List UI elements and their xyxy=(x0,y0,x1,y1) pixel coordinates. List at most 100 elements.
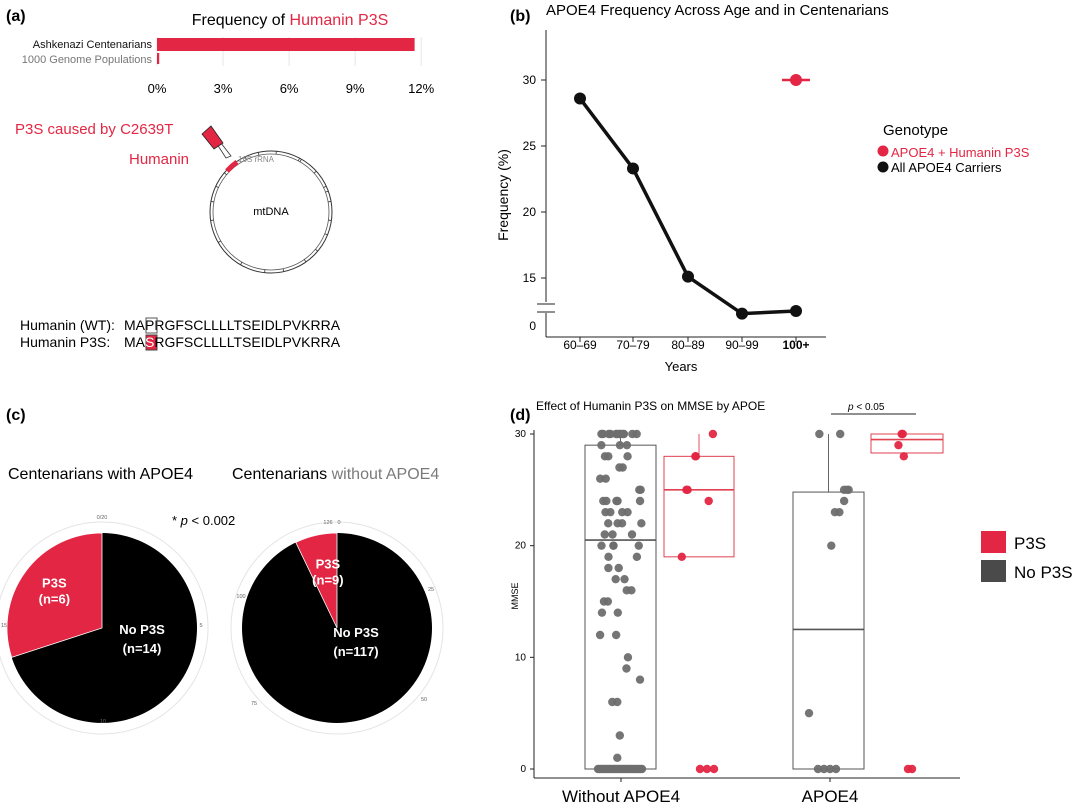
pie-ring-tick-label: 25 xyxy=(428,587,434,593)
legend-marker-apoe4-humanin xyxy=(877,145,889,157)
data-point xyxy=(615,731,625,740)
panel-a-title-prefix: Frequency of xyxy=(192,12,290,29)
pie1-title: Centenarians with APOE4 xyxy=(8,466,193,483)
p3s-callout-marker xyxy=(201,125,224,150)
mtdna-tick xyxy=(244,156,247,160)
panel-b-ylabel: Frequency (%) xyxy=(495,149,511,241)
data-point xyxy=(819,764,829,774)
data-point xyxy=(704,496,713,506)
y-zero-label: 0 xyxy=(529,319,536,333)
pie-outer-ring xyxy=(0,521,209,735)
pie-ring-tick-label: 10 xyxy=(100,719,106,725)
pie-label-no-p3s: No P3S xyxy=(333,625,379,640)
bar-x-tick-label: 6% xyxy=(280,81,299,96)
data-point xyxy=(615,440,625,450)
panel-a-bars xyxy=(157,38,415,64)
legend-swatch-no-p3s xyxy=(981,560,1006,582)
bar-1 xyxy=(157,53,160,64)
data-point xyxy=(636,485,645,495)
seq-p3s-residue-box xyxy=(145,334,158,351)
data-point xyxy=(899,452,909,461)
data-point xyxy=(627,530,637,539)
panel-b-legend-title: Genotype xyxy=(883,122,948,139)
y-tick-label: 20 xyxy=(523,205,537,219)
pie2-title-main: Centenarians xyxy=(232,466,332,483)
y-tick-label: 10 xyxy=(515,652,527,663)
data-point xyxy=(708,429,718,439)
data-point xyxy=(813,764,823,774)
seq-p3s-label: Humanin P3S: xyxy=(20,334,110,350)
x-tick-label: 70–79 xyxy=(616,338,650,352)
mtdna-tick xyxy=(313,170,317,174)
data-point xyxy=(597,608,607,617)
bar-0 xyxy=(157,38,415,51)
legend-marker-all-apoe4 xyxy=(877,161,889,173)
mtdna-tick xyxy=(210,201,214,203)
panel-b-axes: 15 20 25 30 0 60–69 70–79 80–89 90–99 100+ xyxy=(523,30,826,352)
box-p3s xyxy=(663,455,735,558)
data-point xyxy=(623,507,632,517)
point-all-apoe4 xyxy=(682,270,694,283)
data-point xyxy=(804,708,814,718)
panel-a-title-highlight: Humanin P3S xyxy=(290,12,389,29)
mtdna-circle-inner xyxy=(212,153,330,271)
data-point xyxy=(622,586,631,595)
mtdna-tick xyxy=(224,172,227,176)
data-point xyxy=(637,519,646,528)
p3s-caused-label: P3S caused by C2639T xyxy=(15,121,173,138)
seq-p3s-suffix: RGFSCLLLLTSEIDLPVKRRA xyxy=(154,334,340,350)
seq-wt-label: Humanin (WT): xyxy=(20,317,115,333)
pie-count-no-p3s: (n=14) xyxy=(123,641,162,656)
box-p3s xyxy=(870,433,944,454)
humanin-region-arc xyxy=(225,159,239,173)
data-point xyxy=(609,541,618,550)
mtdna-tick xyxy=(315,248,318,252)
legend-label-p3s: P3S xyxy=(1014,534,1046,553)
mtdna-tick xyxy=(325,190,329,193)
pie-ring-tick-label: 75 xyxy=(251,701,257,707)
data-point xyxy=(637,764,647,774)
pie-ring-tick-label: 50 xyxy=(421,697,427,703)
pie2-title-highlight: without APOE4 xyxy=(331,466,440,483)
mtdna-label: mtDNA xyxy=(253,206,289,218)
box-no-p3s xyxy=(792,491,865,770)
mtdna-tick xyxy=(282,268,285,272)
point-all-apoe4 xyxy=(627,162,639,175)
seq-wt-residue: P xyxy=(145,317,154,333)
pie-pvalue: * p < 0.002 xyxy=(172,513,235,528)
pie-label-p3s: P3S xyxy=(42,575,67,590)
panel-b-series xyxy=(574,74,810,320)
pie-label-no-p3s: No P3S xyxy=(119,622,165,637)
pie-ring-tick-label: 0/20 xyxy=(97,515,108,521)
panel-a-title: Frequency of Humanin P3S xyxy=(192,12,389,29)
data-point xyxy=(827,541,836,550)
pie-slice-p3s xyxy=(6,532,103,658)
panel-label-b: (b) xyxy=(510,8,530,25)
data-point xyxy=(835,429,845,439)
data-point xyxy=(595,630,605,640)
pie-count-p3s: (n=9) xyxy=(312,573,343,588)
pie-ring-tick-label: 126 xyxy=(323,520,332,526)
box-no-p3s xyxy=(584,444,657,770)
panel-d-title: Effect of Humanin P3S on MMSE by APOE xyxy=(536,399,765,413)
seq-p3s-residue: S xyxy=(145,334,154,350)
pie-label-p3s: P3S xyxy=(316,557,341,572)
data-point xyxy=(634,541,643,550)
seq-wt-prefix: MA xyxy=(124,317,146,333)
panel-d-ylabel: MMSE xyxy=(510,583,520,610)
panel-a-x-ticks: 0% 3% 6% 9% 12% xyxy=(148,81,435,96)
data-point xyxy=(825,764,835,774)
data-point xyxy=(604,563,613,573)
bar-category-label: Ashkenazi Centenarians xyxy=(33,39,153,51)
mtdna-diagram: mtDNA 16S rRNA xyxy=(201,125,333,274)
data-point xyxy=(597,429,606,439)
mtdna-tick xyxy=(215,185,219,188)
legend-label-all-apoe4: All APOE4 Carriers xyxy=(891,160,1002,175)
callout-lines xyxy=(212,133,232,159)
data-point xyxy=(830,507,840,517)
data-point xyxy=(635,496,645,506)
pie-ring-tick-label: 15 xyxy=(1,623,7,629)
panel-b-title: APOE4 Frequency Across Age and in Centen… xyxy=(546,2,889,19)
panel-label-c: (c) xyxy=(6,407,26,424)
